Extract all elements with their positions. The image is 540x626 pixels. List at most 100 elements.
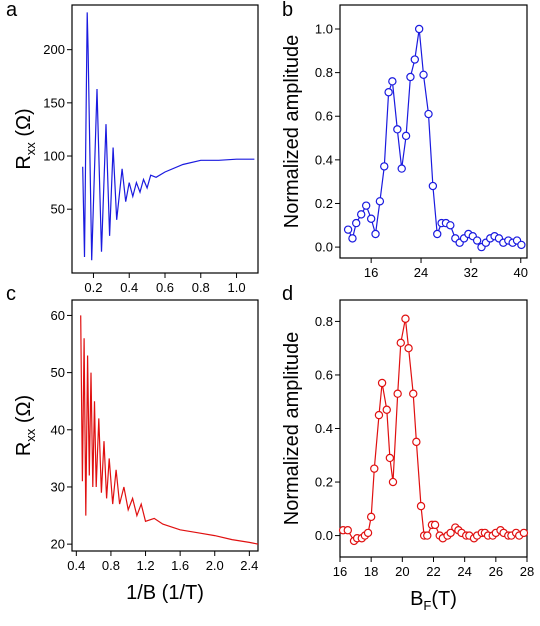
- y-tick-label: 1.0: [315, 21, 333, 36]
- data-point: [397, 164, 406, 173]
- y-axis-label: Normalized amplitude: [281, 332, 303, 525]
- panel-letter: b: [282, 0, 293, 21]
- data-point: [385, 453, 395, 463]
- y-tick-label: 150: [43, 95, 65, 110]
- x-label-main: B: [410, 588, 423, 610]
- data-point: [430, 520, 440, 530]
- x-tick-label: 28: [520, 564, 534, 579]
- data-point: [412, 437, 421, 447]
- x-tick-label: 0.4: [67, 558, 85, 573]
- x-tick-label: 1.6: [171, 558, 189, 573]
- x-tick-label: 22: [426, 564, 440, 579]
- data-point: [414, 24, 424, 34]
- data-line: [82, 12, 255, 261]
- data-point: [352, 218, 361, 228]
- panel-letter: c: [6, 283, 16, 305]
- data-point: [388, 77, 397, 86]
- y-axis-label: Normalized amplitude: [281, 35, 303, 228]
- y-tick-label: 0.6: [315, 367, 333, 382]
- x-tick-label: 1.2: [136, 558, 154, 573]
- plot-frame: [339, 4, 528, 259]
- y-tick-label: 0.0: [315, 528, 333, 543]
- y-tick-label: 20: [51, 537, 65, 552]
- y-tick-label: 0.4: [315, 421, 333, 436]
- x-tick-label: 26: [489, 564, 503, 579]
- panel: c 0.4 0.8 1.2 1.6 2.0 2.4 20 30 40 50 60 Rxx (Ω) 1/B …: [6, 283, 259, 604]
- data-point: [396, 338, 405, 348]
- y-label-main: R: [13, 442, 35, 456]
- y-label-unit: (Ω): [13, 108, 35, 142]
- y-tick-label: 0.8: [315, 65, 333, 80]
- panel: d 16 18 20 22 24 26 28 0.0 0.2 0.4 0.6 0.8 Normalized…: [281, 283, 534, 613]
- data-point: [419, 70, 428, 79]
- data-point: [384, 88, 393, 97]
- data-point: [472, 236, 482, 245]
- data-point: [401, 131, 411, 141]
- x-axis-label: 1/B (1/T): [126, 582, 204, 604]
- y-label-sub: xx: [23, 142, 38, 156]
- data-point: [380, 162, 389, 171]
- x-tick-label: 0.8: [192, 280, 210, 295]
- data-point: [393, 389, 402, 398]
- x-tick-label: 16: [333, 564, 347, 579]
- x-axis-label: BF(T): [410, 588, 457, 613]
- panel: b 16 24 32 40 0.0 0.2 0.4 0.6 0.8 1.0 Normalized am…: [281, 0, 528, 280]
- data-point: [446, 528, 455, 538]
- data-line: [80, 315, 259, 545]
- data-point: [356, 210, 366, 219]
- y-tick-label: 50: [51, 202, 65, 217]
- y-axis-label: Rxx (Ω): [13, 395, 38, 456]
- data-point: [361, 201, 371, 210]
- data-point: [406, 72, 415, 82]
- y-tick-label: 100: [43, 149, 65, 164]
- data-point: [370, 464, 379, 473]
- y-tick-label: 0.2: [315, 196, 333, 211]
- data-point: [423, 531, 432, 540]
- x-tick-label: 0.4: [120, 280, 138, 295]
- x-tick-label: 1.0: [227, 280, 245, 295]
- y-tick-label: 200: [43, 42, 65, 57]
- x-tick-label: 2.0: [206, 558, 224, 573]
- data-point: [401, 314, 410, 323]
- y-tick-label: 0.6: [315, 109, 333, 124]
- y-label-unit: (Ω): [13, 395, 35, 429]
- x-tick-label: 18: [364, 564, 378, 579]
- data-point: [416, 501, 426, 511]
- x-tick-label: 0.6: [156, 280, 174, 295]
- x-tick-label: 32: [464, 265, 478, 280]
- panel: a 0.2 0.4 0.6 0.8 1.0 50 100 150 200 Rxx (Ω): [6, 0, 259, 295]
- x-label-sub: F: [423, 598, 431, 613]
- y-label-main: R: [13, 155, 35, 169]
- y-tick-label: 0.8: [315, 314, 333, 329]
- y-label-sub: xx: [23, 428, 38, 442]
- panel-letter: a: [6, 0, 18, 21]
- data-point: [375, 197, 385, 206]
- plot-frame: [71, 4, 259, 274]
- x-tick-label: 16: [364, 265, 378, 280]
- data-point: [428, 181, 438, 191]
- data-point: [366, 512, 376, 522]
- x-tick-label: 40: [514, 265, 528, 280]
- x-tick-label: 20: [395, 564, 409, 579]
- data-point: [366, 214, 376, 223]
- data-point: [446, 221, 455, 230]
- x-tick-label: 24: [414, 265, 428, 280]
- data-line: [347, 28, 522, 249]
- x-tick-label: 24: [457, 564, 471, 579]
- y-label-main: Normalized amplitude: [281, 35, 303, 228]
- data-point: [343, 225, 353, 234]
- data-line: [343, 318, 525, 542]
- data-point: [433, 229, 442, 239]
- y-tick-label: 60: [51, 308, 65, 323]
- x-tick-label: 2.4: [240, 558, 258, 573]
- x-tick-label: 0.2: [84, 280, 102, 295]
- x-label-unit: (T): [431, 588, 457, 610]
- data-point: [424, 109, 433, 119]
- x-label-main: 1/B (1/T): [126, 582, 204, 604]
- y-tick-label: 30: [51, 479, 65, 494]
- data-point: [377, 378, 387, 388]
- data-point: [371, 229, 380, 239]
- data-point: [348, 234, 357, 243]
- x-tick-label: 0.8: [102, 558, 120, 573]
